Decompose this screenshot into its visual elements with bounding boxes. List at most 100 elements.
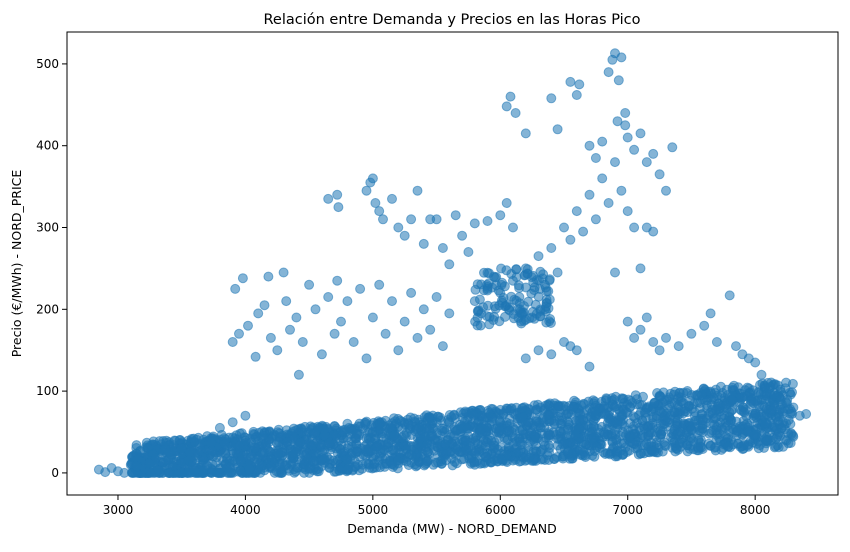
data-point — [389, 413, 399, 424]
data-point — [352, 459, 363, 470]
data-point — [739, 407, 750, 418]
data-point — [469, 218, 480, 229]
data-point — [706, 427, 717, 438]
data-point — [590, 406, 600, 417]
data-point — [367, 173, 378, 184]
data-point — [794, 410, 805, 421]
data-point — [406, 214, 417, 225]
data-point — [202, 431, 213, 442]
data-point — [641, 157, 652, 168]
chart-title: Relación entre Demanda y Precios en las … — [263, 12, 640, 28]
data-point — [546, 349, 557, 360]
data-point — [783, 428, 794, 439]
data-point — [450, 210, 461, 221]
data-point — [164, 447, 174, 458]
data-point — [293, 369, 304, 380]
data-point — [565, 234, 576, 245]
data-point — [243, 320, 253, 331]
data-point — [586, 433, 597, 444]
x-tick-label: 7000 — [612, 503, 643, 517]
data-point — [669, 406, 680, 417]
data-point — [670, 446, 681, 457]
data-point — [288, 423, 299, 434]
y-tick-label: 500 — [36, 57, 59, 71]
data-point — [458, 408, 469, 419]
data-point — [520, 451, 531, 462]
data-point — [667, 142, 678, 153]
data-point — [610, 425, 621, 436]
data-point — [637, 415, 648, 426]
data-point — [316, 349, 327, 360]
data-point — [501, 300, 512, 311]
data-point — [620, 120, 631, 131]
data-point — [620, 108, 631, 118]
data-point — [323, 193, 334, 204]
data-point — [164, 467, 175, 478]
data-point — [654, 169, 665, 180]
data-point — [584, 189, 595, 200]
data-point — [616, 411, 627, 422]
x-tick-label: 4000 — [230, 503, 261, 517]
data-point — [412, 332, 423, 343]
data-point — [637, 440, 648, 451]
data-point — [761, 435, 772, 446]
data-point — [681, 440, 692, 451]
data-point — [635, 263, 646, 274]
data-point — [515, 439, 526, 450]
data-point — [571, 90, 582, 100]
data-point — [656, 407, 667, 418]
data-point — [493, 432, 504, 443]
data-point — [705, 407, 716, 418]
data-point — [240, 435, 251, 446]
data-point — [589, 422, 600, 433]
plot-frame — [66, 31, 839, 496]
data-point — [308, 456, 319, 467]
data-point — [549, 415, 560, 426]
data-point — [695, 441, 706, 452]
data-point — [531, 405, 541, 416]
data-point — [482, 283, 493, 294]
data-point — [514, 292, 525, 302]
data-point — [584, 361, 595, 372]
data-point — [750, 357, 761, 368]
data-point — [432, 451, 443, 461]
data-point — [510, 108, 521, 118]
data-point — [437, 341, 448, 352]
data-point — [399, 230, 410, 241]
data-point — [731, 341, 741, 352]
data-point — [406, 287, 417, 298]
data-point — [527, 312, 538, 323]
data-point — [403, 419, 414, 430]
data-point — [624, 445, 635, 456]
data-point — [546, 243, 557, 253]
data-point — [253, 308, 264, 319]
data-point — [336, 426, 347, 437]
data-point — [291, 312, 302, 323]
x-tick-label: 8000 — [740, 503, 771, 517]
data-point — [272, 345, 283, 356]
data-point — [297, 427, 308, 438]
data-point — [297, 337, 308, 347]
data-point — [743, 427, 754, 438]
data-point — [444, 259, 455, 270]
data-point — [531, 416, 542, 427]
data-point — [565, 76, 576, 87]
data-point — [571, 206, 582, 217]
data-point — [622, 206, 633, 217]
data-point — [265, 332, 276, 343]
data-point — [544, 400, 555, 411]
x-tick-label: 3000 — [103, 503, 134, 517]
data-point — [597, 173, 608, 184]
data-point — [610, 157, 620, 168]
data-point — [250, 351, 261, 362]
data-point — [559, 222, 569, 233]
data-point — [492, 444, 503, 455]
points-layer — [93, 48, 812, 478]
data-point — [290, 447, 301, 458]
data-point — [482, 216, 493, 226]
data-point — [552, 267, 563, 278]
data-point — [505, 91, 516, 102]
data-point — [546, 93, 557, 104]
data-point — [776, 423, 787, 434]
data-point — [132, 461, 143, 472]
